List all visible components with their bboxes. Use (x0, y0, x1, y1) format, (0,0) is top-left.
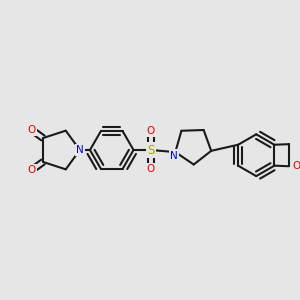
Text: O: O (27, 124, 35, 134)
Text: N: N (170, 151, 178, 160)
Text: O: O (27, 166, 35, 176)
Text: S: S (147, 143, 155, 157)
Text: O: O (292, 161, 300, 171)
Text: O: O (147, 164, 155, 175)
Text: O: O (147, 125, 155, 136)
Text: N: N (76, 145, 84, 155)
